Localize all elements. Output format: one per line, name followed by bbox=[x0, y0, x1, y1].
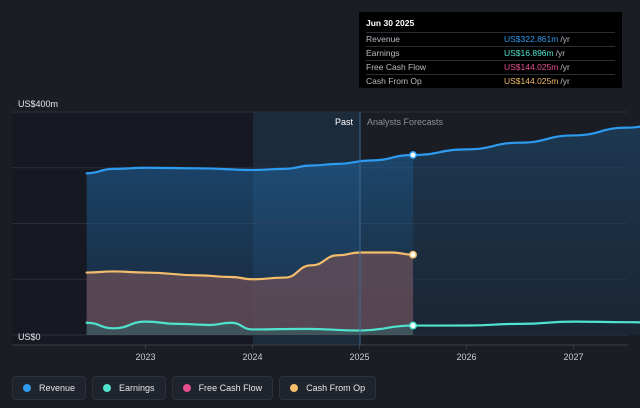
tooltip-value: US$144.025m bbox=[504, 76, 559, 86]
tooltip-date: Jun 30 2025 bbox=[366, 18, 415, 28]
tooltip-value: US$144.025m bbox=[504, 62, 559, 72]
tooltip-unit: /yr bbox=[560, 76, 570, 86]
x-tick-label: 2023 bbox=[135, 352, 155, 362]
legend-label: Cash From Op bbox=[306, 383, 366, 393]
x-tick-label: 2027 bbox=[563, 352, 583, 362]
tooltip-value: US$16.896m bbox=[504, 48, 554, 58]
forecast-label: Analysts Forecasts bbox=[367, 117, 444, 127]
legend-item-free-cash-flow[interactable]: Free Cash Flow bbox=[171, 376, 274, 400]
cash-from-op-area bbox=[86, 252, 414, 335]
tooltip-label: Free Cash Flow bbox=[366, 62, 426, 72]
past-label: Past bbox=[335, 117, 354, 127]
series-line-revenue bbox=[85, 125, 640, 175]
legend-item-cash-from-op[interactable]: Cash From Op bbox=[279, 376, 377, 400]
x-tick-label: 2024 bbox=[242, 352, 262, 362]
chart-area: US$400m US$0 Past Analysts Forecasts 202… bbox=[12, 99, 640, 362]
legend-item-revenue[interactable]: Revenue bbox=[12, 376, 87, 400]
y-axis-bottom-label: US$0 bbox=[18, 332, 41, 342]
legend-label: Revenue bbox=[39, 383, 76, 393]
marker-earnings bbox=[409, 321, 417, 330]
legend-label: Free Cash Flow bbox=[198, 383, 263, 393]
x-tick-label: 2026 bbox=[456, 352, 476, 362]
tooltip-label: Cash From Op bbox=[366, 76, 422, 86]
revenue-dot-icon bbox=[23, 384, 31, 392]
series-line-earnings bbox=[85, 320, 640, 332]
tooltip-value: US$322.861m bbox=[504, 34, 559, 44]
x-tick-label: 2025 bbox=[349, 352, 369, 362]
earnings-area bbox=[86, 321, 414, 335]
cash-from-op-dot-icon bbox=[290, 384, 299, 392]
tooltip-unit: /yr bbox=[560, 34, 570, 44]
revenue-area-forecast bbox=[413, 126, 640, 335]
y-axis-top-label: US$400m bbox=[18, 99, 58, 109]
earnings-dot-icon bbox=[103, 384, 112, 392]
tooltip-label: Earnings bbox=[366, 48, 400, 58]
tooltip-row-cash-from-op: Cash From Op US$144.025m /yr bbox=[366, 74, 615, 88]
free-cash-flow-dot-icon bbox=[182, 384, 191, 392]
tooltip-row-free-cash-flow: Free Cash Flow US$144.025m /yr bbox=[366, 60, 615, 74]
series-line-cash-from-op bbox=[85, 251, 415, 281]
tooltip-unit: /yr bbox=[555, 48, 566, 58]
tooltip-row-revenue: Revenue US$322.861m /yr bbox=[366, 32, 615, 46]
tooltip-row-earnings: Earnings US$16.896m /yr bbox=[366, 46, 615, 60]
marker-cash-from-op bbox=[409, 250, 417, 259]
tooltip: Jun 30 2025 Revenue US$322.861m /yr Earn… bbox=[359, 12, 622, 88]
tooltip-unit: /yr bbox=[560, 62, 570, 72]
tooltip-label: Revenue bbox=[366, 34, 401, 44]
marker-revenue bbox=[409, 151, 417, 159]
legend: Revenue Earnings Free Cash Flow Cash Fro… bbox=[12, 376, 377, 400]
legend-label: Earnings bbox=[119, 383, 155, 393]
legend-item-earnings[interactable]: Earnings bbox=[92, 376, 166, 400]
